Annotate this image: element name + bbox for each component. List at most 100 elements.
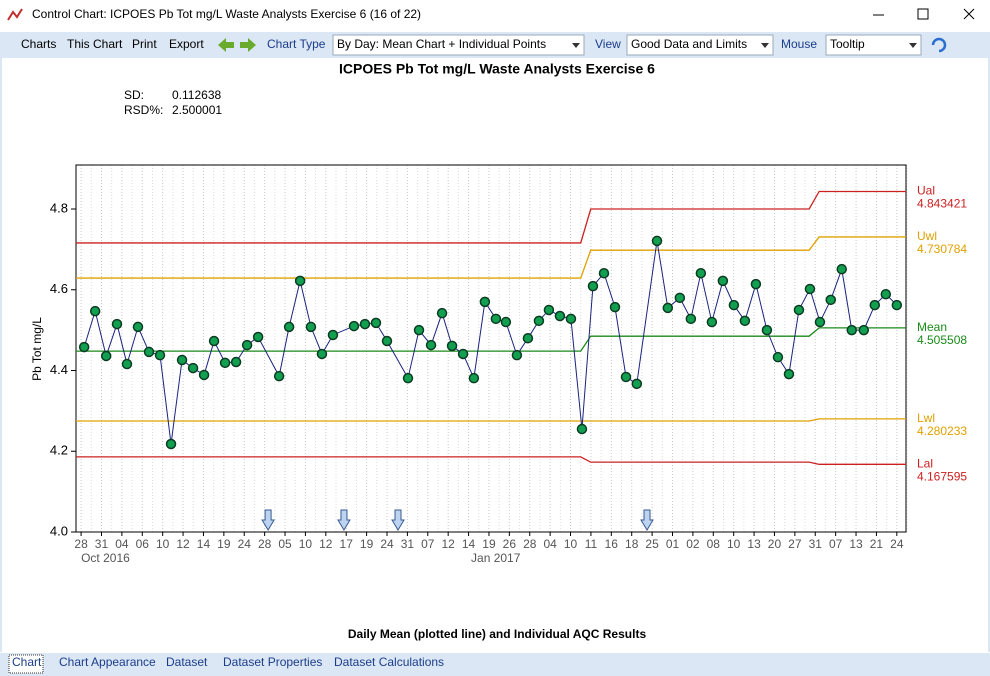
mean-point[interactable] — [198, 369, 210, 381]
tab[interactable]: Dataset Calculations — [334, 655, 444, 669]
mean-point[interactable] — [761, 324, 773, 336]
mean-point[interactable] — [631, 378, 643, 390]
mean-point[interactable] — [814, 316, 826, 328]
mean-point[interactable] — [143, 346, 155, 358]
mean-point[interactable] — [490, 313, 502, 325]
mean-point[interactable] — [706, 316, 718, 328]
maximize[interactable] — [917, 8, 929, 20]
tab[interactable]: Dataset — [166, 655, 208, 669]
mean-point[interactable] — [565, 313, 577, 325]
mean-point[interactable] — [154, 349, 166, 361]
mean-point[interactable] — [651, 235, 663, 247]
mean-point[interactable] — [772, 351, 784, 363]
event-arrow[interactable] — [391, 509, 405, 531]
mean-point[interactable] — [728, 299, 740, 311]
mean-point[interactable] — [858, 324, 870, 336]
mean-point[interactable] — [479, 296, 491, 308]
mean-point[interactable] — [165, 438, 177, 450]
tab[interactable]: Chart — [12, 655, 42, 669]
mean-point[interactable] — [587, 280, 599, 292]
mean-point[interactable] — [522, 332, 534, 344]
event-arrow[interactable] — [261, 509, 275, 531]
mean-point[interactable] — [457, 348, 469, 360]
chart-type-label: Chart Type — [267, 37, 326, 51]
mean-point[interactable] — [252, 331, 264, 343]
mean-point[interactable] — [359, 318, 371, 330]
mean-point[interactable] — [370, 317, 382, 329]
tab[interactable]: Chart Appearance — [59, 655, 156, 669]
mean-point[interactable] — [783, 368, 795, 380]
menu-item[interactable]: Export — [169, 37, 204, 51]
mean-point[interactable] — [230, 356, 242, 368]
mean-point[interactable] — [500, 316, 512, 328]
mean-point[interactable] — [327, 329, 339, 341]
tab-active[interactable] — [8, 654, 44, 674]
x-tick-label: 31 — [95, 537, 109, 551]
mean-point[interactable] — [468, 372, 480, 384]
mean-point[interactable] — [132, 321, 144, 333]
x-tick-label: 10 — [299, 537, 313, 551]
mean-point[interactable] — [381, 335, 393, 347]
mean-point[interactable] — [111, 318, 123, 330]
mean-point[interactable] — [273, 370, 285, 382]
mean-point[interactable] — [825, 294, 836, 306]
mean-point[interactable] — [176, 354, 188, 366]
mean-point[interactable] — [89, 305, 101, 317]
mean-point[interactable] — [511, 349, 523, 361]
mean-point[interactable] — [793, 304, 805, 316]
mean-point[interactable] — [425, 339, 437, 351]
mean-point[interactable] — [121, 358, 133, 370]
mean-point[interactable] — [717, 275, 729, 287]
mean-point[interactable] — [533, 315, 545, 327]
mean-point[interactable] — [662, 302, 674, 314]
mean-point[interactable] — [598, 267, 610, 279]
mean-point[interactable] — [294, 275, 306, 287]
menu-item[interactable]: Charts — [21, 37, 56, 51]
mean-point[interactable] — [543, 304, 555, 316]
mean-point[interactable] — [620, 371, 632, 383]
mean-point[interactable] — [695, 267, 707, 279]
mean-point[interactable] — [739, 315, 751, 327]
mean-point[interactable] — [219, 357, 231, 369]
mean-point[interactable] — [78, 341, 90, 353]
mean-point[interactable] — [891, 299, 903, 311]
mean-point[interactable] — [446, 340, 458, 352]
mean-point[interactable] — [804, 283, 816, 295]
mean-point[interactable] — [685, 313, 697, 325]
plot-frame — [75, 164, 907, 533]
chart-type-dropdown[interactable] — [332, 34, 585, 56]
mean-point[interactable] — [836, 263, 848, 275]
mean-point[interactable] — [750, 278, 762, 290]
mean-point[interactable] — [316, 348, 328, 360]
event-arrow[interactable] — [337, 509, 351, 531]
mean-point[interactable] — [187, 362, 199, 374]
mean-point[interactable] — [674, 292, 686, 304]
mean-point[interactable] — [576, 423, 588, 435]
mean-point[interactable] — [402, 372, 414, 384]
back-button[interactable] — [218, 38, 234, 52]
mean-point[interactable] — [305, 321, 317, 333]
refresh-button[interactable] — [931, 37, 947, 53]
forward-button[interactable] — [240, 38, 256, 52]
close[interactable] — [963, 8, 975, 20]
mean-point[interactable] — [283, 321, 295, 333]
mean-point[interactable] — [554, 310, 566, 322]
mean-point[interactable] — [869, 299, 881, 311]
chart-type-value: By Day: Mean Chart + Individual Points — [337, 37, 546, 51]
mean-point[interactable] — [413, 324, 425, 336]
mean-point[interactable] — [100, 350, 112, 362]
event-arrow[interactable] — [640, 509, 654, 531]
view-dropdown[interactable] — [626, 34, 774, 56]
tab[interactable]: Dataset Properties — [223, 655, 322, 669]
mean-point[interactable] — [348, 320, 360, 332]
mean-point[interactable] — [880, 288, 892, 300]
mean-point[interactable] — [436, 307, 448, 319]
menu-item[interactable]: This Chart — [67, 37, 123, 51]
mean-point[interactable] — [609, 301, 621, 313]
mouse-dropdown[interactable] — [825, 34, 922, 56]
mean-point[interactable] — [241, 339, 253, 351]
x-tick-label: 31 — [809, 537, 823, 551]
menu-item[interactable]: Print — [132, 37, 157, 51]
mean-point[interactable] — [208, 335, 220, 347]
mean-point[interactable] — [846, 324, 858, 336]
